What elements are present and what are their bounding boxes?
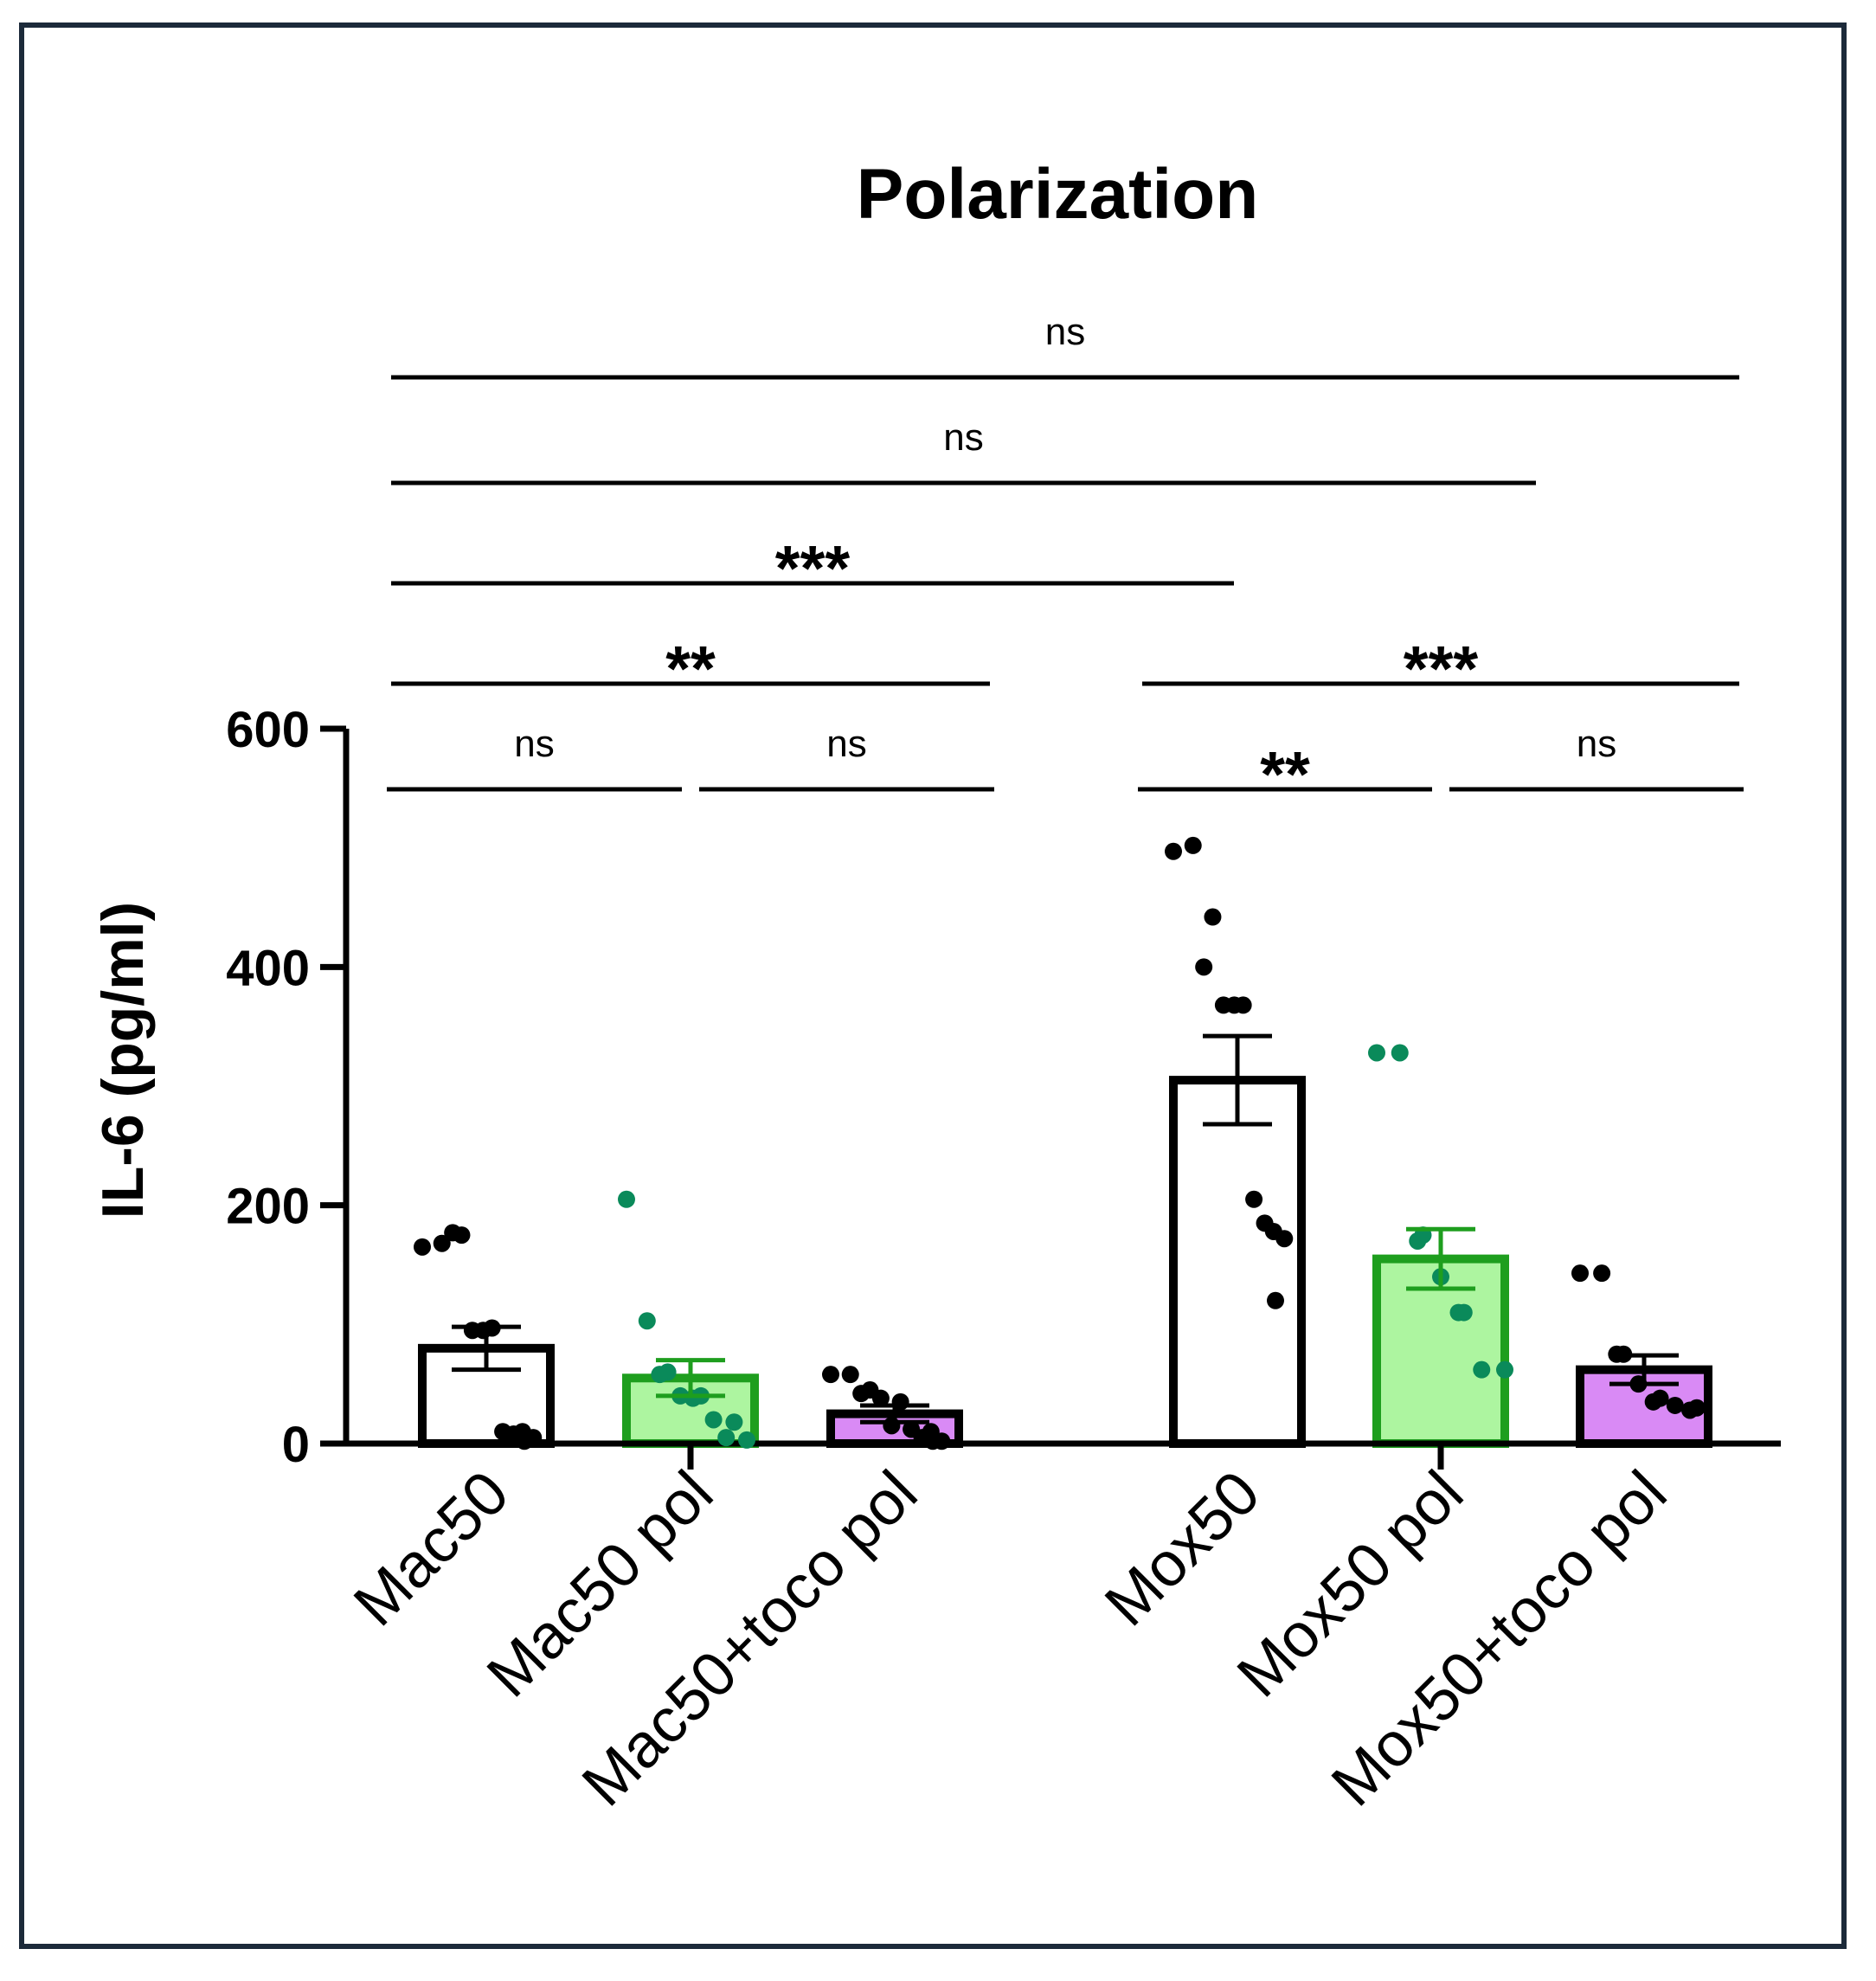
data-point-mac50-pol <box>618 1190 635 1208</box>
data-point-mac50-toco-pol <box>924 1432 941 1450</box>
y-tick-label-200: 200 <box>226 1179 310 1235</box>
error-bars-layer <box>452 1033 1679 1425</box>
bar-mox50 <box>1169 1076 1306 1449</box>
data-point-mox50 <box>1165 842 1182 860</box>
data-point-mox50 <box>1245 1190 1263 1208</box>
data-point-mox50-pol <box>1409 1232 1427 1250</box>
significance-label-2: ** <box>665 633 716 704</box>
significance-label-6: *** <box>775 532 851 604</box>
data-point-mox50-pol <box>1368 1044 1385 1062</box>
chart-title: Polarization <box>857 155 1259 234</box>
data-point-mox50-toco-pol <box>1571 1264 1589 1283</box>
data-point-mac50 <box>414 1238 431 1256</box>
significance-label-0: ns <box>514 723 554 765</box>
data-point-mac50-pol <box>651 1366 669 1384</box>
points-layer <box>414 836 1706 1450</box>
data-point-mox50-pol <box>1496 1360 1513 1379</box>
data-point-mac50 <box>433 1234 451 1252</box>
data-point-mac50-pol <box>704 1411 723 1429</box>
data-point-mac50-toco-pol <box>841 1366 859 1384</box>
significance-label-3: ** <box>1260 738 1310 810</box>
significance-layer: ns ns ** ** ns *** *** ns ns <box>387 311 1744 810</box>
data-point-mac50-toco-pol <box>871 1389 890 1407</box>
data-point-mox50-toco-pol <box>1681 1401 1699 1419</box>
data-point-mac50-pol <box>684 1389 702 1407</box>
significance-label-4: ns <box>1577 723 1616 765</box>
significance-label-1: ns <box>826 723 866 765</box>
x-tick-label-mox50: Mox50 <box>1092 1458 1273 1639</box>
y-axis-label: IL-6 (pg/ml) <box>90 902 156 1219</box>
data-point-mox50-toco-pol <box>1666 1396 1684 1414</box>
significance-label-8: ns <box>1045 311 1085 353</box>
data-point-mac50 <box>474 1322 492 1340</box>
data-point-mox50-pol <box>1391 1044 1409 1062</box>
data-point-mac50 <box>516 1432 533 1450</box>
data-point-mac50-pol <box>738 1431 755 1449</box>
data-point-mox50-pol <box>1473 1360 1491 1379</box>
bars-layer <box>418 1076 1712 1449</box>
data-point-mox50 <box>1195 958 1213 976</box>
data-point-mox50 <box>1184 836 1202 854</box>
data-point-mac50-pol <box>725 1413 743 1431</box>
data-point-mac50-toco-pol <box>883 1417 901 1435</box>
data-point-mox50 <box>1204 908 1222 926</box>
data-point-mox50-toco-pol <box>1644 1392 1662 1411</box>
data-point-mox50 <box>1256 1214 1274 1232</box>
data-point-mac50-pol <box>638 1312 656 1330</box>
figure-frame <box>19 23 1847 1949</box>
data-point-mac50-toco-pol <box>822 1366 839 1384</box>
data-point-mox50 <box>1225 996 1243 1014</box>
data-point-mox50-toco-pol <box>1593 1264 1611 1283</box>
y-tick-label-0: 0 <box>282 1417 310 1473</box>
data-point-mox50-pol <box>1449 1303 1468 1322</box>
y-tick-label-400: 400 <box>226 940 310 996</box>
axes-layer: 0 200 400 600 <box>226 702 1781 1473</box>
significance-label-5: *** <box>1404 633 1479 704</box>
data-point-mox50 <box>1275 1230 1294 1248</box>
y-tick-label-600: 600 <box>226 702 310 758</box>
data-point-mac50-toco-pol <box>852 1385 871 1403</box>
data-point-mac50 <box>444 1224 462 1242</box>
data-point-mac50-pol <box>717 1429 736 1447</box>
x-tick-label-mac50: Mac50 <box>341 1458 522 1639</box>
data-point-mox50 <box>1267 1291 1284 1309</box>
significance-label-7: ns <box>943 416 983 459</box>
